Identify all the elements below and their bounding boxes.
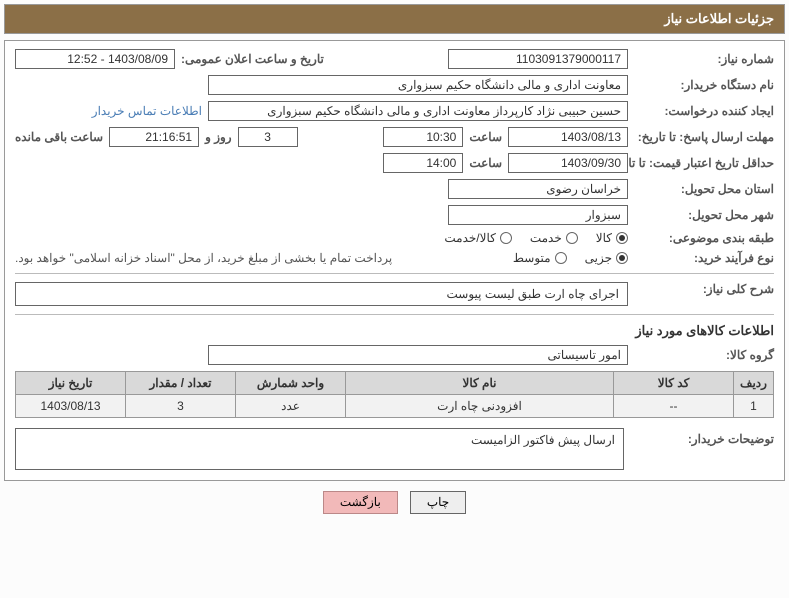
page-title-bar: جزئیات اطلاعات نیاز	[4, 4, 785, 34]
row-general-desc: شرح کلی نیاز: اجرای چاه ارت طبق لیست پیو…	[15, 282, 774, 306]
field-deadline-date: 1403/08/13	[508, 127, 628, 147]
goods-info-heading: اطلاعات کالاهای مورد نیاز	[15, 323, 774, 339]
radio-circle-icon	[500, 232, 512, 244]
category-radio-2[interactable]: کالا/خدمت	[444, 231, 511, 245]
row-city: شهر محل تحویل: سبزوار	[15, 205, 774, 225]
table-cell: 1403/08/13	[16, 395, 126, 418]
label-hour-1: ساعت	[469, 130, 502, 144]
label-validity: حداقل تاریخ اعتبار قیمت: تا تاریخ:	[634, 156, 774, 170]
radio-circle-icon	[566, 232, 578, 244]
field-remaining-days: 3	[238, 127, 298, 147]
process-note: پرداخت تمام یا بخشی از مبلغ خرید، از محل…	[15, 251, 392, 265]
label-buyer-org: نام دستگاه خریدار:	[634, 78, 774, 92]
row-process: نوع فرآیند خرید: جزیی متوسط پرداخت تمام ی…	[15, 251, 774, 265]
category-radio-group: کالا خدمت کالا/خدمت	[444, 231, 628, 245]
table-cell: افزودنی چاه ارت	[346, 395, 614, 418]
button-row: چاپ بازگشت	[4, 491, 785, 514]
label-general-desc: شرح کلی نیاز:	[634, 282, 774, 296]
field-validity-time: 14:00	[383, 153, 463, 173]
label-hour-2: ساعت	[469, 156, 502, 170]
row-need-number: شماره نیاز: 1103091379000117 تاریخ و ساع…	[15, 49, 774, 69]
label-deadline: مهلت ارسال پاسخ: تا تاریخ:	[634, 130, 774, 144]
radio-label: کالا/خدمت	[444, 231, 495, 245]
field-announce-datetime: 1403/08/09 - 12:52	[15, 49, 175, 69]
label-goods-group: گروه کالا:	[634, 348, 774, 362]
category-radio-1[interactable]: خدمت	[530, 231, 578, 245]
label-buyer-notes: توضیحات خریدار:	[634, 428, 774, 446]
field-validity-date: 1403/09/30	[508, 153, 628, 173]
radio-circle-icon	[616, 232, 628, 244]
row-category: طبقه بندی موضوعی: کالا خدمت کالا/خدمت	[15, 231, 774, 245]
row-buyer-notes: توضیحات خریدار: ارسال پیش فاکتور الزامیس…	[15, 428, 774, 470]
label-city: شهر محل تحویل:	[634, 208, 774, 222]
back-button[interactable]: بازگشت	[323, 491, 398, 514]
field-province: خراسان رضوی	[448, 179, 628, 199]
divider-1	[15, 273, 774, 274]
table-header-0: ردیف	[734, 372, 774, 395]
process-radio-0[interactable]: جزیی	[585, 251, 628, 265]
details-panel: شماره نیاز: 1103091379000117 تاریخ و ساع…	[4, 40, 785, 481]
label-requester: ایجاد کننده درخواست:	[634, 104, 774, 118]
row-goods-group: گروه کالا: امور تاسیساتی	[15, 345, 774, 365]
field-need-number: 1103091379000117	[448, 49, 628, 69]
buyer-contact-link[interactable]: اطلاعات تماس خریدار	[92, 104, 202, 118]
label-category: طبقه بندی موضوعی:	[634, 231, 774, 245]
label-announce-datetime: تاریخ و ساعت اعلان عمومی:	[181, 52, 324, 66]
field-requester: حسین حبیبی نژاد کارپرداز معاونت اداری و …	[208, 101, 628, 121]
table-header-2: نام کالا	[346, 372, 614, 395]
radio-label: کالا	[596, 231, 612, 245]
table-cell: عدد	[236, 395, 346, 418]
row-requester: ایجاد کننده درخواست: حسین حبیبی نژاد کار…	[15, 101, 774, 121]
process-radio-group: جزیی متوسط	[513, 251, 628, 265]
row-buyer-org: نام دستگاه خریدار: معاونت اداری و مالی د…	[15, 75, 774, 95]
print-button[interactable]: چاپ	[410, 491, 466, 514]
label-province: استان محل تحویل:	[634, 182, 774, 196]
field-remaining-time: 21:16:51	[109, 127, 199, 147]
table-header-4: تعداد / مقدار	[126, 372, 236, 395]
table-header-5: تاریخ نیاز	[16, 372, 126, 395]
table-header-3: واحد شمارش	[236, 372, 346, 395]
field-buyer-org: معاونت اداری و مالی دانشگاه حکیم سبزواری	[208, 75, 628, 95]
field-general-desc: اجرای چاه ارت طبق لیست پیوست	[15, 282, 628, 306]
field-deadline-time: 10:30	[383, 127, 463, 147]
table-row: 1--افزودنی چاه ارتعدد31403/08/13	[16, 395, 774, 418]
row-validity: حداقل تاریخ اعتبار قیمت: تا تاریخ: 1403/…	[15, 153, 774, 173]
category-radio-0[interactable]: کالا	[596, 231, 628, 245]
divider-2	[15, 314, 774, 315]
goods-table: ردیفکد کالانام کالاواحد شمارشتعداد / مقد…	[15, 371, 774, 418]
row-province: استان محل تحویل: خراسان رضوی	[15, 179, 774, 199]
table-cell: --	[614, 395, 734, 418]
process-radio-1[interactable]: متوسط	[513, 251, 567, 265]
field-goods-group: امور تاسیساتی	[208, 345, 628, 365]
field-city: سبزوار	[448, 205, 628, 225]
radio-label: جزیی	[585, 251, 612, 265]
table-cell: 1	[734, 395, 774, 418]
field-buyer-notes: ارسال پیش فاکتور الزامیست	[15, 428, 624, 470]
radio-circle-icon	[555, 252, 567, 264]
radio-label: متوسط	[513, 251, 551, 265]
label-need-number: شماره نیاز:	[634, 52, 774, 66]
radio-label: خدمت	[530, 231, 562, 245]
radio-circle-icon	[616, 252, 628, 264]
table-header-1: کد کالا	[614, 372, 734, 395]
row-deadline: مهلت ارسال پاسخ: تا تاریخ: 1403/08/13 سا…	[15, 127, 774, 147]
table-cell: 3	[126, 395, 236, 418]
label-days-and: روز و	[205, 130, 232, 144]
label-remaining: ساعت باقی مانده	[15, 130, 103, 144]
label-process: نوع فرآیند خرید:	[634, 251, 774, 265]
